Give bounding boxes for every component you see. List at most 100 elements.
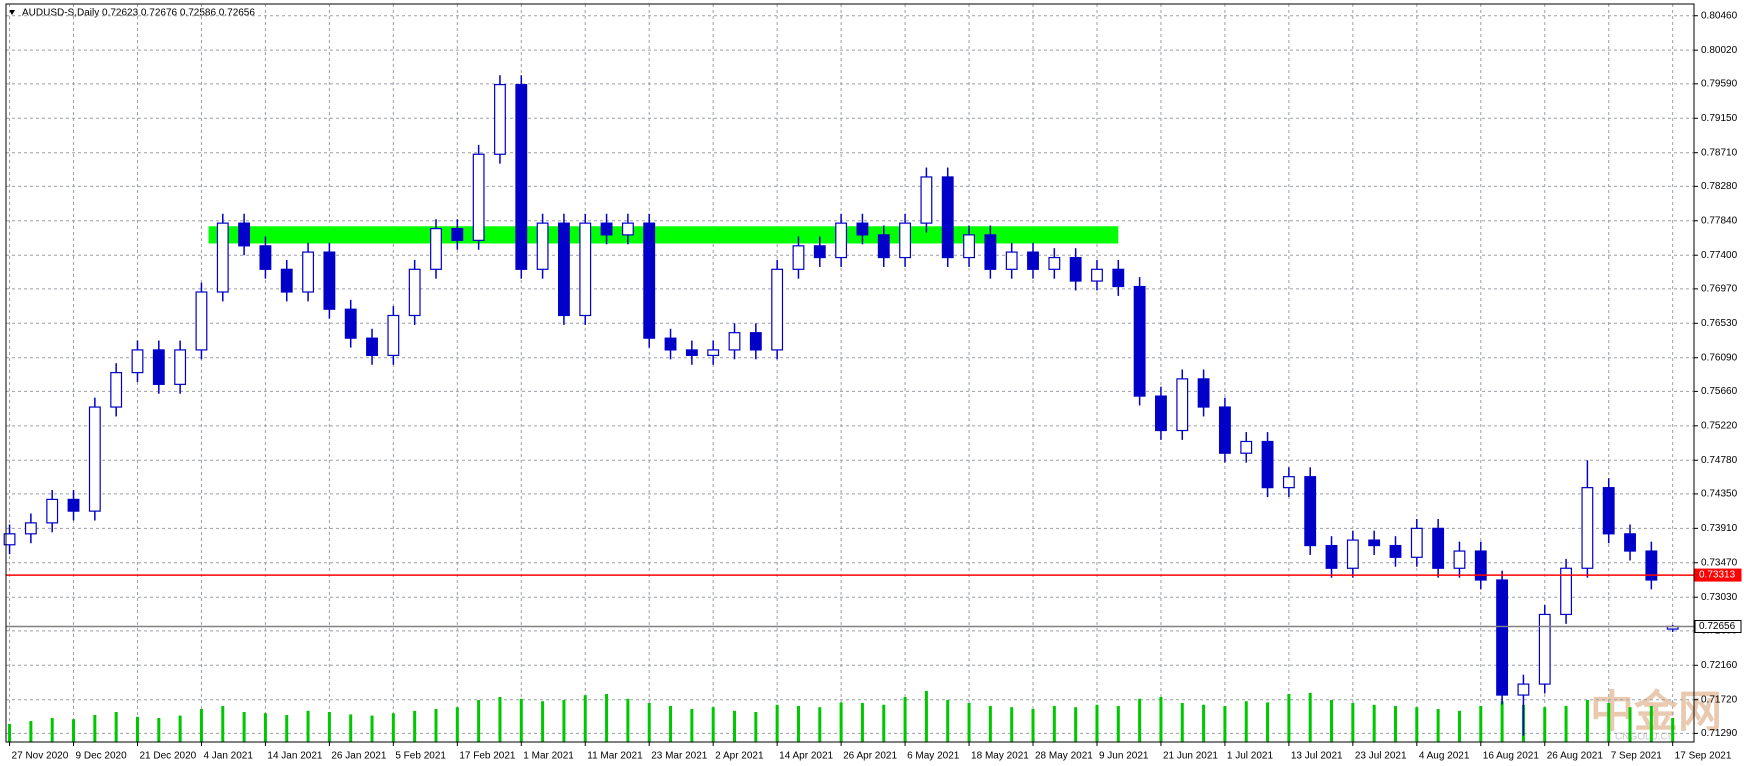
candle-body [600,222,613,236]
candle-body [1453,550,1466,569]
volume-bar [882,704,886,742]
x-tick-label: 26 Jan 2021 [331,751,386,762]
y-tick-label: 0.72160 [1701,660,1738,671]
candle-body [728,332,741,351]
x-tick-label: 7 Sep 2021 [1611,751,1663,762]
volume-bar [1202,704,1206,742]
volume-bar [924,691,928,742]
candle-body [877,234,890,259]
y-tick-label: 0.73030 [1701,592,1738,603]
volume-bar [50,718,54,742]
candle-body [1197,378,1210,408]
candle-body [472,153,485,241]
volume-bar [733,710,737,742]
volume-bar [370,715,374,742]
candle-body [88,406,101,512]
candle-body [408,268,421,317]
y-tick-label: 0.78710 [1701,147,1738,158]
volume-bar [1031,709,1035,742]
candle-body [1346,539,1359,569]
candle-body [1304,476,1317,547]
volume-bar [8,724,12,742]
volume-bar [669,706,673,742]
price-tag-label: 0.73313 [1699,570,1736,581]
volume-bar [541,701,545,742]
y-tick-label: 0.73470 [1701,557,1738,568]
x-tick-label: 23 Jul 2021 [1355,751,1407,762]
candle-body [430,228,442,270]
candle-body [1581,487,1594,569]
y-tick-label: 0.75220 [1701,420,1738,431]
x-tick-label: 16 Aug 2021 [1483,751,1540,762]
x-tick-label: 6 May 2021 [907,751,960,762]
candle-body [174,349,187,385]
candle-body [1027,251,1039,270]
volume-bar [1308,692,1312,742]
volume-bar [711,707,715,742]
candle-body [131,349,144,374]
candle-body [1112,268,1125,288]
x-tick-label: 13 Jul 2021 [1291,751,1343,762]
candle-body [1048,256,1061,270]
volume-bar [242,712,246,742]
volume-bar [1330,700,1334,742]
y-tick-label: 0.80460 [1701,10,1738,21]
x-tick-label: 11 Mar 2021 [587,751,643,762]
volume-bar [1223,706,1227,742]
volume-bar [1500,701,1504,742]
volume-bar [1436,709,1440,742]
y-tick-label: 0.79150 [1701,113,1738,124]
candle-body [280,268,293,293]
candle-body [110,372,123,408]
candle-body [259,245,272,270]
candle-body [579,222,592,317]
volume-bar [562,700,566,742]
candle-body [557,222,570,317]
menu-arrow[interactable] [9,10,15,15]
volume-bar [1010,707,1014,742]
volume-bar [455,707,459,742]
candle-body [451,228,464,241]
volume-bar [285,715,289,742]
candle-body [984,234,997,270]
candle-body [685,349,698,356]
price-tag [1694,619,1742,633]
y-tick-label: 0.80020 [1701,45,1738,56]
volume-bar [754,712,758,742]
volume-bar [135,716,139,742]
price-tag [1694,568,1742,582]
volume-bar [263,713,267,742]
volume-bar [93,715,97,742]
candle-body [1432,527,1445,569]
x-tick-label: 18 May 2021 [971,751,1029,762]
x-tick-label: 27 Nov 2020 [12,751,69,762]
volume-bar [349,714,353,742]
candle-body [707,349,720,356]
chart-title: AUDUSD-S,Daily 0.72623 0.72676 0.72586 0… [22,8,255,19]
y-tick-label: 0.74350 [1701,489,1738,500]
volume-bar [1180,703,1184,742]
candle-body [1005,251,1018,270]
volume-bar [1351,703,1355,742]
y-tick-label: 0.75660 [1701,386,1738,397]
candle-body [1602,487,1615,535]
volume-bar [413,710,417,742]
volume-bar [29,721,33,742]
x-tick-label: 4 Aug 2021 [1419,751,1470,762]
volume-bar [605,694,609,742]
candle-body [67,498,80,512]
volume-bar [647,703,651,742]
candle-body [643,222,656,339]
candle-body [813,245,826,259]
candle-body [1069,256,1082,282]
volume-bar [1138,698,1142,742]
volume-bar [1543,707,1547,742]
candle-body [1282,476,1295,489]
volume-bar [114,712,118,742]
y-tick-label: 0.71290 [1701,728,1738,739]
candle-body [46,498,59,524]
watermark: 中金网 [1590,688,1722,737]
candle-body [1389,544,1402,558]
y-tick-label: 0.73910 [1701,523,1738,534]
price-tag-label: 0.72656 [1699,621,1736,632]
